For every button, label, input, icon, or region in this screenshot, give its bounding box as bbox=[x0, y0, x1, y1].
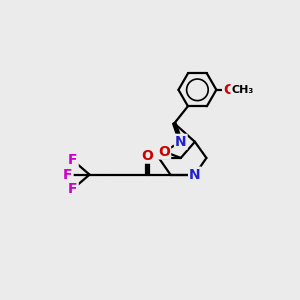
Text: F: F bbox=[63, 168, 73, 182]
Text: N: N bbox=[175, 135, 187, 149]
Text: O: O bbox=[223, 83, 235, 97]
Text: F: F bbox=[68, 182, 78, 196]
Text: F: F bbox=[68, 153, 78, 167]
Text: CH₃: CH₃ bbox=[231, 85, 254, 95]
Text: O: O bbox=[158, 145, 170, 158]
Text: O: O bbox=[141, 149, 153, 163]
Text: N: N bbox=[189, 168, 201, 182]
